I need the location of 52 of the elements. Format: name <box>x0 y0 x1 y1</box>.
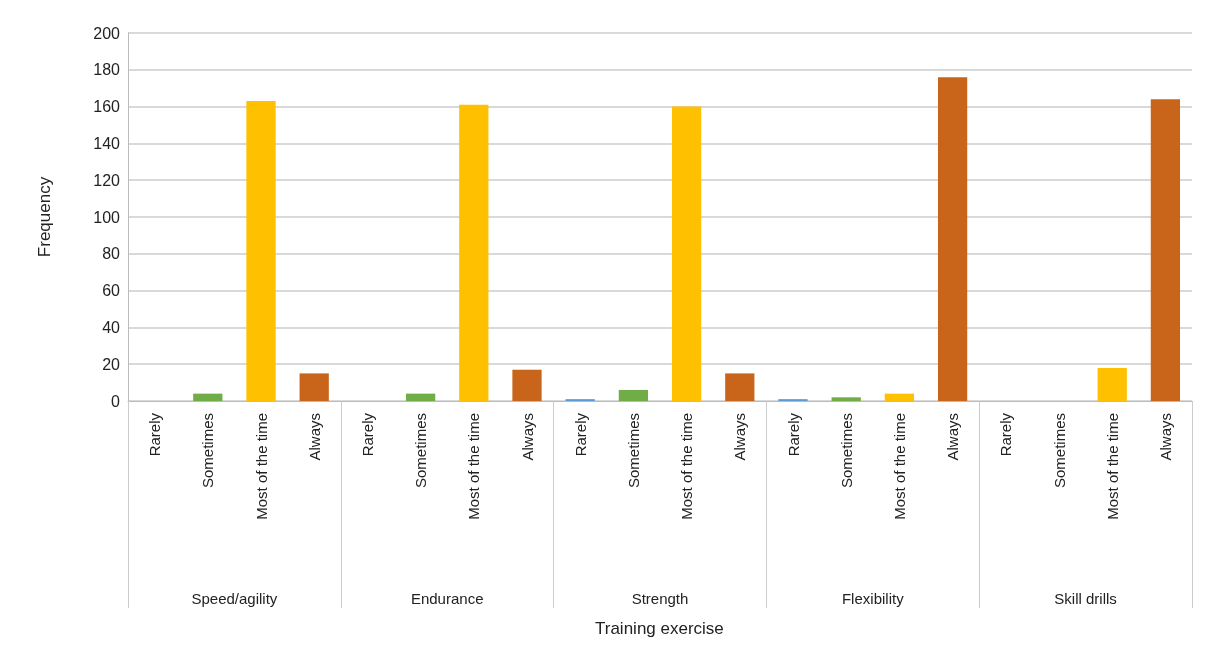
bar <box>246 101 276 401</box>
x-tick-label: Always <box>305 413 323 461</box>
x-tick-label: Most of the time <box>252 413 270 520</box>
bar <box>671 106 702 401</box>
x-tick-label: Sometimes <box>199 413 217 489</box>
bar <box>405 393 436 401</box>
bar <box>884 393 915 401</box>
bar <box>459 104 489 401</box>
x-tick-label: Sometimes <box>837 413 855 489</box>
x-tick-label: Sometimes <box>412 413 430 489</box>
bar <box>512 369 542 401</box>
y-tick-label: 120 <box>93 171 121 189</box>
text: Flexibility <box>841 590 905 607</box>
bar <box>618 389 649 401</box>
bar <box>1097 367 1127 401</box>
x-tick-label: Sometimes <box>1050 413 1068 489</box>
x-tick-label: Always <box>944 413 962 461</box>
bar <box>193 393 223 401</box>
x-tick-label: Most of the time <box>1103 413 1121 520</box>
y-tick-label: 180 <box>93 61 121 79</box>
x-tick-label: Most of the time <box>465 413 483 520</box>
y-tick-label: 40 <box>102 318 121 336</box>
text: Endurance <box>410 590 484 607</box>
y-tick-label: 0 <box>111 392 121 410</box>
bar <box>299 373 329 401</box>
y-tick-label: 60 <box>102 282 121 300</box>
bar <box>937 77 968 401</box>
x-tick-label: Always <box>1156 413 1174 461</box>
y-tick-label: 80 <box>102 245 121 263</box>
bar <box>725 373 755 401</box>
y-tick-label: 200 <box>93 24 121 42</box>
text: Training exercise <box>595 619 724 638</box>
x-tick-label: Always <box>731 413 749 461</box>
text: Skill drills <box>1054 590 1117 607</box>
y-tick-label: 100 <box>93 208 121 226</box>
y-tick-label: 160 <box>93 98 121 116</box>
x-tick-label: Rarely <box>997 412 1015 457</box>
y-axis-title: Frequency <box>35 176 54 258</box>
x-tick-label: Rarely <box>784 412 802 457</box>
x-tick-label: Rarely <box>146 412 164 457</box>
x-tick-label: Most of the time <box>678 413 696 520</box>
x-tick-label: Sometimes <box>624 413 642 489</box>
bar <box>1150 99 1181 401</box>
x-tick-label: Always <box>518 413 536 461</box>
x-tick-label: Most of the time <box>890 413 908 520</box>
text: Speed/agility <box>191 590 278 607</box>
text: Strength <box>631 590 689 607</box>
x-tick-label: Rarely <box>358 412 376 457</box>
y-tick-label: 20 <box>102 355 121 373</box>
y-tick-label: 140 <box>93 134 121 152</box>
x-tick-label: Rarely <box>571 412 589 457</box>
bar <box>831 397 861 401</box>
